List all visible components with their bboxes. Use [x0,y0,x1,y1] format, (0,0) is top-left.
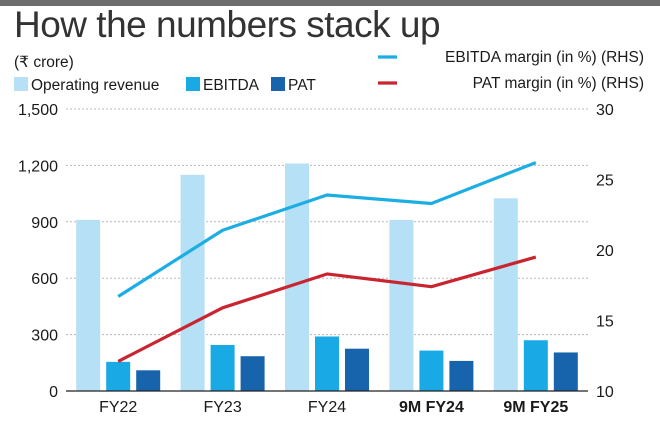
chart-title: How the numbers stack up [14,4,441,45]
bar-ebitda [315,336,339,391]
bar-pat [136,370,161,391]
legend-label-pat-margin-in-rhs: PAT margin (in %) (RHS) [473,75,644,92]
bar-operating-revenue [180,174,205,391]
y-right-tick-label: 25 [596,173,614,190]
y-left-tick-label: 1,500 [18,102,58,119]
unit-label: (₹ crore) [14,54,74,71]
bar-operating-revenue [389,219,414,391]
y-left-tick-label: 300 [31,328,58,345]
y-right-tick-label: 30 [596,102,614,119]
x-tick-label: FY22 [99,399,137,416]
bar-ebitda [106,361,131,391]
y-right-tick-label: 20 [596,243,614,260]
legend-swatch-pat [271,77,285,91]
y-left-tick-label: 600 [31,271,58,288]
y-left-tick-label: 1,200 [18,158,58,175]
bar-pat [449,360,474,391]
bar-pat [345,348,369,391]
bars-group [76,163,578,391]
y-right-tick-label: 15 [596,314,614,331]
bar-operating-revenue [493,198,518,391]
legend-swatch-operating-revenue [14,77,28,91]
y-right-tick-label: 10 [596,384,614,401]
y-left-tick-label: 900 [31,215,58,232]
x-tick-label: FY23 [203,399,241,416]
bar-pat [553,352,578,391]
legend-label-ebitda: EBITDA [203,77,260,94]
bar-ebitda [523,340,548,391]
legend-group: (₹ crore) Operating revenue EBITDA PAT EBITD… [14,49,644,94]
legend-label-pat: PAT [288,77,316,94]
legend-swatch-ebitda [186,77,200,91]
lines-group [117,161,537,363]
legend-label-ebitda-margin-in-rhs: EBITDA margin (in %) (RHS) [445,49,644,66]
bar-operating-revenue [76,219,101,391]
x-tick-label: FY24 [308,399,346,416]
x-tick-label: 9M FY24 [399,399,464,416]
bar-operating-revenue [285,163,309,391]
grid-lines [66,108,588,336]
bar-ebitda [210,344,235,391]
legend-label-operating-revenue: Operating revenue [31,77,159,94]
line-pat-margin-in-rhs [117,255,537,363]
bar-ebitda [419,350,444,391]
top-rule [0,0,660,6]
y-left-tick-label: 0 [49,384,58,401]
axes-group: 0 300 600 900 1,200 1,500 10 15 20 25 30 FY22 FY23 FY… [18,102,614,416]
bar-pat [240,356,265,391]
x-tick-label: 9M FY25 [503,399,568,416]
line-ebitda-margin-in-rhs [117,161,537,298]
